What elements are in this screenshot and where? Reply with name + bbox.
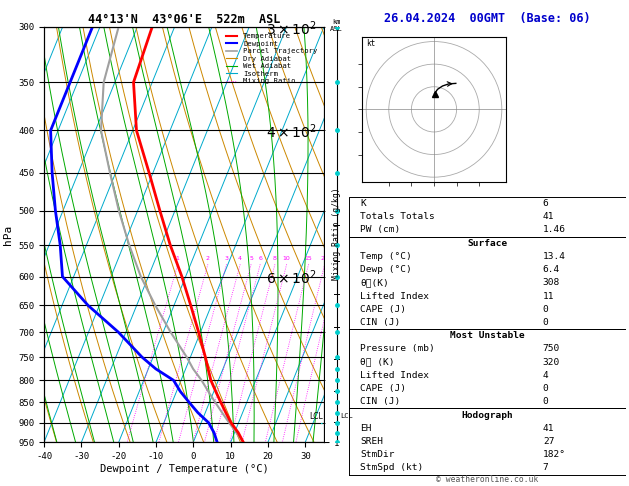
Text: © weatheronline.co.uk: © weatheronline.co.uk	[437, 474, 538, 484]
Text: Lifted Index: Lifted Index	[360, 371, 429, 380]
Text: 750: 750	[543, 345, 560, 353]
Text: 320: 320	[543, 358, 560, 366]
Text: 0: 0	[543, 318, 548, 327]
Text: 10: 10	[282, 256, 291, 261]
Text: 0: 0	[543, 305, 548, 314]
Title: 44°13'N  43°06'E  522m  ASL: 44°13'N 43°06'E 522m ASL	[88, 13, 280, 26]
Text: PW (cm): PW (cm)	[360, 226, 401, 234]
Text: CIN (J): CIN (J)	[360, 318, 401, 327]
Text: 4: 4	[238, 256, 242, 261]
Text: 1: 1	[175, 256, 180, 261]
Text: StmSpd (kt): StmSpd (kt)	[360, 464, 423, 472]
Text: K: K	[360, 199, 366, 208]
Text: SREH: SREH	[360, 437, 383, 446]
Text: CAPE (J): CAPE (J)	[360, 305, 406, 314]
Y-axis label: hPa: hPa	[3, 225, 13, 244]
Text: 13.4: 13.4	[543, 252, 566, 261]
Text: 5: 5	[249, 256, 253, 261]
Text: EH: EH	[360, 424, 372, 433]
Y-axis label: km
ASL: km ASL	[353, 225, 369, 244]
Text: StmDir: StmDir	[360, 450, 394, 459]
Text: 6: 6	[543, 199, 548, 208]
Text: CAPE (J): CAPE (J)	[360, 384, 406, 393]
Text: LCL: LCL	[340, 413, 353, 419]
Text: Hodograph: Hodograph	[462, 411, 513, 419]
Text: Temp (°C): Temp (°C)	[360, 252, 412, 261]
Text: Lifted Index: Lifted Index	[360, 292, 429, 300]
X-axis label: Dewpoint / Temperature (°C): Dewpoint / Temperature (°C)	[99, 464, 269, 474]
Text: 27: 27	[543, 437, 554, 446]
Text: 41: 41	[543, 424, 554, 433]
Text: 0: 0	[543, 397, 548, 406]
Text: 0: 0	[543, 384, 548, 393]
Text: 1.46: 1.46	[543, 226, 566, 234]
Text: Most Unstable: Most Unstable	[450, 331, 525, 340]
Text: 2: 2	[206, 256, 210, 261]
Text: 6: 6	[259, 256, 262, 261]
Legend: Temperature, Dewpoint, Parcel Trajectory, Dry Adiabat, Wet Adiabat, Isotherm, Mi: Temperature, Dewpoint, Parcel Trajectory…	[223, 30, 320, 87]
Text: 4: 4	[543, 371, 548, 380]
Text: Pressure (mb): Pressure (mb)	[360, 345, 435, 353]
Text: Totals Totals: Totals Totals	[360, 212, 435, 221]
Text: 3: 3	[225, 256, 228, 261]
Text: 7: 7	[543, 464, 548, 472]
Text: θᴄ (K): θᴄ (K)	[360, 358, 394, 366]
Text: 25: 25	[333, 256, 342, 261]
Text: Mixing Ratio (g/kg): Mixing Ratio (g/kg)	[332, 187, 341, 279]
Text: 308: 308	[543, 278, 560, 287]
Text: LCL: LCL	[309, 412, 323, 421]
Text: km
ASL: km ASL	[330, 19, 343, 33]
Text: 15: 15	[304, 256, 313, 261]
Text: 6.4: 6.4	[543, 265, 560, 274]
Text: 8: 8	[273, 256, 277, 261]
Text: kt: kt	[366, 39, 376, 48]
Text: 182°: 182°	[543, 450, 566, 459]
Text: Surface: Surface	[467, 239, 508, 247]
Text: θᴄ(K): θᴄ(K)	[360, 278, 389, 287]
Text: 20: 20	[321, 256, 328, 261]
Text: 11: 11	[543, 292, 554, 300]
Text: CIN (J): CIN (J)	[360, 397, 401, 406]
Text: 26.04.2024  00GMT  (Base: 06): 26.04.2024 00GMT (Base: 06)	[384, 12, 591, 25]
Text: Dewp (°C): Dewp (°C)	[360, 265, 412, 274]
Text: 41: 41	[543, 212, 554, 221]
